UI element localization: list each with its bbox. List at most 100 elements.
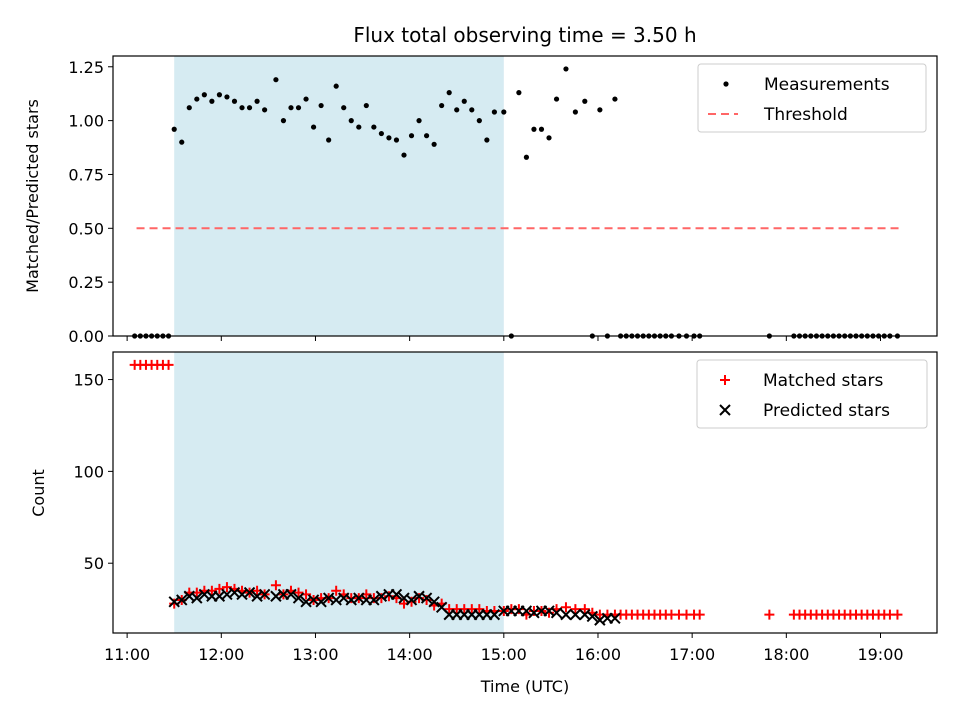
bottom-panel-frame bbox=[112, 351, 938, 634]
measurements-point bbox=[303, 96, 309, 102]
predicted-stars-point bbox=[176, 594, 188, 606]
matched-stars-point bbox=[383, 591, 394, 602]
legend-label: Measurements bbox=[764, 75, 890, 95]
predicted-stars-point bbox=[405, 594, 418, 606]
measurements-point bbox=[597, 107, 603, 113]
measurements-point bbox=[454, 107, 460, 113]
x-tick-label: 18:00 bbox=[763, 645, 809, 664]
predicted-stars-point bbox=[488, 608, 501, 621]
measurements-point bbox=[461, 98, 467, 104]
measurements-point bbox=[231, 98, 238, 104]
top-panel-frame bbox=[112, 55, 938, 337]
matched-stars-point bbox=[560, 602, 571, 613]
measurements-point bbox=[516, 90, 522, 96]
measurements-point bbox=[563, 66, 569, 72]
matched-stars-point bbox=[579, 604, 590, 615]
measurements-point bbox=[531, 126, 537, 132]
measurements-point bbox=[538, 126, 545, 132]
y-tick-label: 0.50 bbox=[68, 219, 104, 238]
measurements-point bbox=[216, 92, 223, 98]
measurements-point bbox=[224, 94, 230, 100]
bottom-panel-legend: Matched stars Predicted stars bbox=[696, 359, 928, 429]
predicted-stars-point bbox=[292, 592, 305, 604]
measurements-point bbox=[179, 139, 185, 145]
x-tick-label: 16:00 bbox=[575, 645, 621, 664]
measurements-point bbox=[393, 137, 400, 143]
predicted-stars-point bbox=[243, 586, 256, 599]
legend-marker-measurements bbox=[723, 81, 729, 87]
predicted-stars-point bbox=[560, 608, 572, 621]
measurements-point bbox=[446, 90, 452, 96]
matched-stars-point bbox=[544, 607, 555, 618]
measurements-point bbox=[356, 124, 362, 130]
measurements-point bbox=[194, 96, 200, 102]
predicted-stars-point bbox=[550, 607, 563, 619]
top-panel-shaded-span bbox=[174, 56, 504, 336]
predicted-stars-point bbox=[569, 608, 582, 621]
measurements-point bbox=[523, 154, 530, 160]
measurements-point bbox=[310, 124, 317, 130]
measurements-point bbox=[469, 107, 475, 113]
measurements-point bbox=[201, 92, 207, 98]
measurements-point bbox=[254, 98, 260, 104]
matched-stars-point bbox=[270, 580, 281, 591]
top-panel: 0.00 0.25 0.50 0.75 1.00 1.25 Matched/Predict… bbox=[23, 55, 938, 346]
bottom-panel-marks bbox=[129, 359, 903, 626]
measurements-point bbox=[363, 102, 369, 109]
measurements-point bbox=[186, 105, 192, 111]
measurements-point bbox=[546, 135, 552, 141]
y-tick-label: 1.25 bbox=[68, 58, 104, 77]
measurements-point bbox=[333, 83, 339, 89]
matched-stars-point bbox=[513, 604, 524, 615]
y-tick-label: 100 bbox=[73, 462, 104, 481]
matched-stars-point bbox=[414, 593, 425, 604]
measurements-point bbox=[416, 118, 422, 124]
measurements-point bbox=[246, 105, 253, 111]
measurements-point bbox=[572, 109, 578, 115]
top-panel-legend: Measurements Threshold bbox=[697, 63, 927, 133]
measurements-point bbox=[491, 109, 497, 115]
measurements-point bbox=[295, 105, 302, 111]
predicted-stars-point bbox=[368, 594, 380, 606]
predicted-stars-point bbox=[191, 592, 203, 604]
measurements-point bbox=[501, 109, 507, 115]
measurements-point bbox=[318, 102, 324, 109]
matched-stars-point bbox=[764, 609, 775, 620]
matched-stars-point bbox=[892, 609, 903, 620]
measurements-point bbox=[171, 126, 177, 132]
x-tick-label: 11:00 bbox=[104, 645, 150, 664]
legend-box bbox=[696, 359, 928, 429]
y-tick-label: 0.25 bbox=[68, 273, 104, 292]
measurements-point bbox=[423, 133, 430, 139]
top-panel-y-ticks: 0.00 0.25 0.50 0.75 1.00 1.25 bbox=[68, 58, 113, 346]
chart-title: Flux total observing time = 3.50 h bbox=[353, 23, 696, 47]
measurements-point bbox=[348, 118, 354, 124]
x-tick-label: 14:00 bbox=[387, 645, 433, 664]
legend-marker-predicted-stars bbox=[719, 404, 731, 416]
legend-box bbox=[697, 63, 927, 133]
legend-label: Predicted stars bbox=[763, 401, 890, 421]
matched-stars-point bbox=[331, 585, 342, 596]
measurements-point bbox=[612, 96, 618, 102]
matched-stars-point bbox=[293, 587, 304, 598]
measurements-point bbox=[386, 135, 392, 141]
top-panel-x-ticks bbox=[126, 336, 881, 341]
measurements-point bbox=[439, 102, 445, 109]
x-tick-label: 13:00 bbox=[292, 645, 338, 664]
y-tick-label: 1.00 bbox=[68, 112, 104, 131]
y-tick-label: 50 bbox=[84, 554, 104, 573]
top-panel-y-axis-label: Matched/Predicted stars bbox=[23, 99, 42, 293]
matched-stars-point bbox=[694, 609, 705, 620]
x-tick-label: 17:00 bbox=[669, 645, 715, 664]
measurements-point bbox=[401, 152, 407, 158]
bottom-panel-x-ticks: 11:00 12:00 13:00 14:00 15:00 16:00 17:00 18:00… bbox=[104, 633, 904, 664]
x-tick-label: 15:00 bbox=[481, 645, 527, 664]
predicted-stars-point bbox=[285, 588, 297, 601]
measurements-point bbox=[371, 124, 377, 130]
predicted-stars-point bbox=[586, 610, 599, 623]
y-tick-label: 0.75 bbox=[68, 165, 104, 184]
y-tick-label: 150 bbox=[73, 371, 104, 390]
bottom-panel-y-ticks: 50 100 150 bbox=[73, 371, 113, 573]
bottom-panel-y-axis-label: Count bbox=[29, 469, 48, 517]
